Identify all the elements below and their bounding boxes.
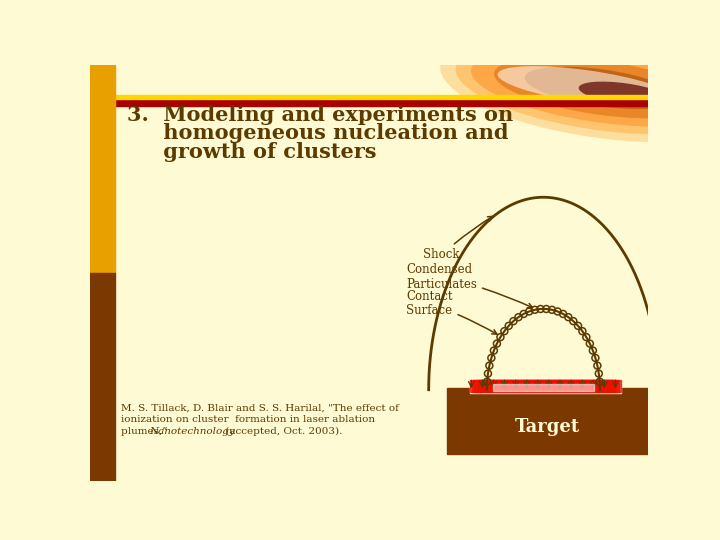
Bar bbox=[90, 273, 114, 481]
Bar bbox=[493, 383, 594, 392]
Bar bbox=[495, 381, 595, 389]
Text: Contact
Surface: Contact Surface bbox=[406, 289, 497, 334]
Text: Target: Target bbox=[515, 418, 580, 436]
Text: (accepted, Oct. 2003).: (accepted, Oct. 2003). bbox=[222, 427, 342, 436]
Bar bbox=[446, 388, 648, 454]
Bar bbox=[114, 95, 648, 99]
Bar bbox=[482, 381, 609, 391]
Bar bbox=[469, 379, 621, 393]
Ellipse shape bbox=[579, 82, 671, 106]
Bar bbox=[472, 380, 618, 392]
Bar bbox=[479, 380, 611, 391]
Bar bbox=[90, 65, 114, 273]
Bar bbox=[469, 380, 621, 392]
Ellipse shape bbox=[471, 49, 720, 127]
Bar bbox=[486, 381, 605, 390]
Bar bbox=[493, 381, 598, 390]
Text: Condensed
Particulates: Condensed Particulates bbox=[406, 262, 533, 308]
Text: M. S. Tillack, D. Blair and S. S. Harilal, "The effect of: M. S. Tillack, D. Blair and S. S. Harila… bbox=[121, 404, 399, 413]
Bar bbox=[488, 381, 602, 390]
Text: plumes,”: plumes,” bbox=[121, 427, 171, 436]
Text: homogeneous nucleation and: homogeneous nucleation and bbox=[127, 123, 509, 143]
Ellipse shape bbox=[456, 41, 720, 134]
Bar bbox=[477, 380, 614, 392]
Ellipse shape bbox=[494, 57, 709, 118]
Bar bbox=[490, 381, 600, 390]
Bar bbox=[474, 380, 616, 392]
Text: Nanotechnology: Nanotechnology bbox=[149, 427, 235, 436]
Ellipse shape bbox=[440, 33, 720, 143]
Text: ionization on cluster  formation in laser ablation: ionization on cluster formation in laser… bbox=[121, 415, 375, 424]
Text: growth of clusters: growth of clusters bbox=[127, 142, 377, 162]
Text: 3.  Modeling and experiments on: 3. Modeling and experiments on bbox=[127, 105, 513, 125]
Text: Shock: Shock bbox=[423, 217, 492, 261]
Ellipse shape bbox=[498, 66, 675, 106]
Bar bbox=[484, 381, 607, 390]
Bar bbox=[114, 99, 648, 106]
Ellipse shape bbox=[525, 67, 678, 109]
